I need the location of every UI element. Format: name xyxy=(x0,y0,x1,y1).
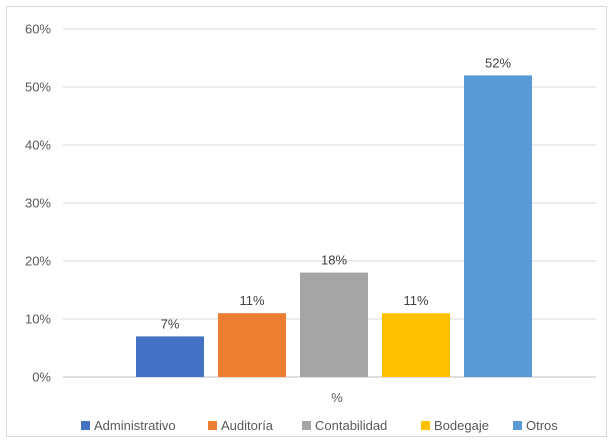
legend-label: Administrativo xyxy=(94,418,176,433)
data-label-bodegaje: 11% xyxy=(403,293,428,308)
legend-swatch xyxy=(302,421,311,430)
legend-label: Auditoría xyxy=(221,418,274,433)
y-tick-label: 60% xyxy=(25,22,51,37)
legend-label: Contabilidad xyxy=(315,418,387,433)
bars xyxy=(136,75,532,377)
legend-swatch xyxy=(208,421,217,430)
bar-bodegaje xyxy=(382,313,450,377)
y-tick-label: 20% xyxy=(25,254,51,269)
legend-label: Otros xyxy=(526,418,558,433)
legend-swatch xyxy=(513,421,522,430)
y-tick-label: 0% xyxy=(32,370,51,385)
bar-administrativo xyxy=(136,336,204,377)
legend-label: Bodegaje xyxy=(434,418,489,433)
y-tick-label: 30% xyxy=(25,196,51,211)
data-label-otros: 52% xyxy=(485,55,511,70)
y-tick-label: 50% xyxy=(25,80,51,95)
legend-swatch xyxy=(421,421,430,430)
legend: Administrativo Auditoría Contabilidad Bodeg… xyxy=(81,418,558,433)
legend-item-auditoría: Auditoría xyxy=(208,418,274,433)
y-axis-tick-labels: 0% 10% 20% 30% 40% 50% 60% xyxy=(25,22,51,385)
data-label-contabilidad: 18% xyxy=(321,253,347,268)
legend-item-administrativo: Administrativo xyxy=(81,418,176,433)
legend-swatch xyxy=(81,421,90,430)
x-axis-category-label: % xyxy=(331,390,343,405)
legend-item-bodegaje: Bodegaje xyxy=(421,418,489,433)
data-label-auditoría: 11% xyxy=(239,293,264,308)
bar-auditoría xyxy=(218,313,286,377)
y-tick-label: 40% xyxy=(25,138,51,153)
y-tick-label: 10% xyxy=(25,312,51,327)
legend-item-otros: Otros xyxy=(513,418,558,433)
data-label-administrativo: 7% xyxy=(161,316,180,331)
bar-contabilidad xyxy=(300,273,368,377)
bar-otros xyxy=(464,75,532,377)
legend-item-contabilidad: Contabilidad xyxy=(302,418,387,433)
